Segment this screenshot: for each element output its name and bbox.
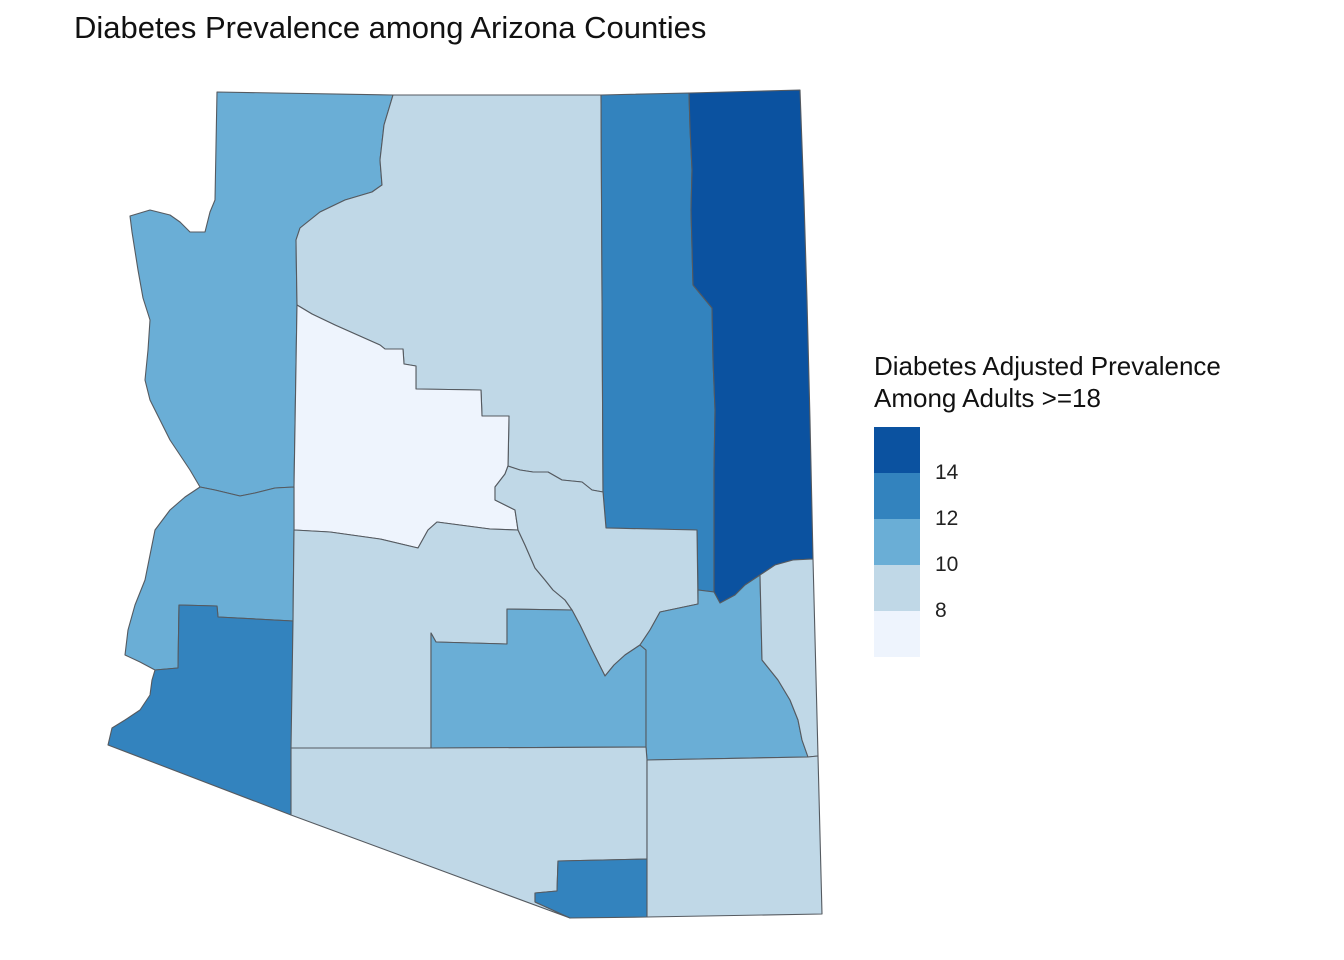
- legend-title-line-1: Diabetes Adjusted Prevalence: [874, 351, 1221, 381]
- legend-title-line-2: Among Adults >=18: [874, 383, 1101, 413]
- county-cochise: [646, 755, 823, 918]
- legend-tick-12: 12: [935, 507, 959, 530]
- legend-tick-14: 14: [935, 461, 959, 484]
- legend-swatch-3: [874, 519, 920, 565]
- legend-title: Diabetes Adjusted Prevalence Among Adult…: [874, 350, 1221, 414]
- legend-swatch-2: [874, 473, 920, 519]
- legend-tick-10: 10: [935, 553, 959, 576]
- legend-tick-8: 8: [935, 599, 947, 622]
- county-greenlee: [759, 558, 819, 758]
- legend-swatch-5: [874, 611, 920, 657]
- legend-swatch-4: [874, 565, 920, 611]
- map-title: Diabetes Prevalence among Arizona Counti…: [74, 10, 707, 45]
- county-yuma: [107, 604, 294, 816]
- legend-swatch-1: [874, 427, 920, 473]
